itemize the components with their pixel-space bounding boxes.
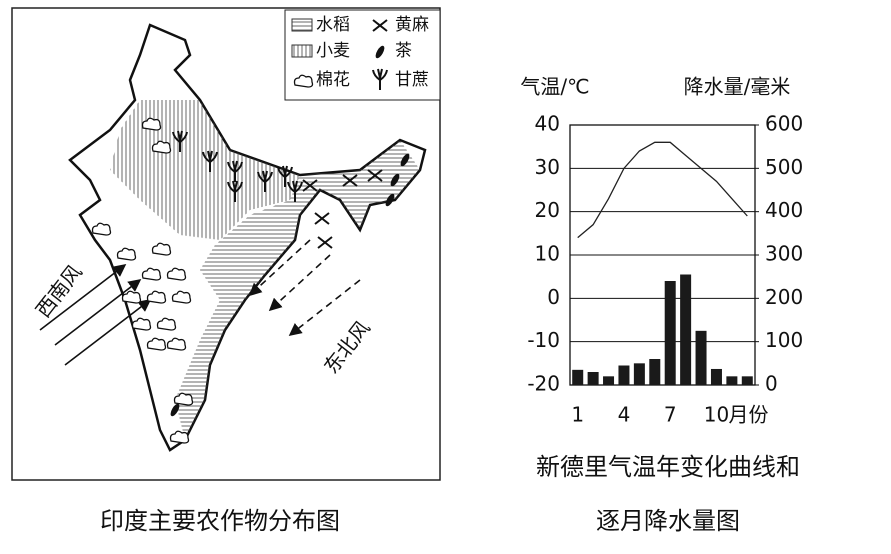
cotton-icon [169, 430, 190, 444]
jute-icon [314, 212, 330, 225]
cotton-icon [141, 267, 162, 281]
rice-area [175, 140, 420, 440]
y-tick-label: 10 [535, 242, 560, 266]
x-tick-label: 10 [704, 403, 729, 427]
wind-label: 西南风 [31, 260, 87, 322]
precipitation-bar [603, 376, 615, 385]
cotton-icon [141, 117, 162, 131]
tea-icon [400, 153, 410, 167]
tea-icon [375, 45, 385, 59]
y2-tick-label: 100 [765, 328, 803, 352]
cotton-icon [156, 317, 177, 331]
jute-icon [317, 236, 333, 249]
x-tick-label: 4 [618, 403, 631, 427]
ne-wind-arrow [268, 254, 331, 312]
sugarcane-icon [227, 160, 243, 182]
legend-label: 棉花 [316, 70, 350, 90]
cotton-icon [151, 140, 172, 154]
cotton-icon [171, 290, 192, 304]
legend-label: 甘蔗 [395, 70, 429, 90]
y2-tick-label: 300 [765, 242, 803, 266]
map-caption: 印度主要农作物分布图 [100, 507, 340, 535]
cotton-icon [166, 267, 187, 281]
sugarcane-icon [227, 180, 243, 202]
jute-icon [367, 169, 383, 182]
ne-wind-arrow [248, 239, 311, 297]
y2-tick-label: 600 [765, 112, 803, 136]
cotton-icon [173, 392, 194, 406]
precipitation-bar [741, 376, 753, 385]
legend-label: 水稻 [316, 15, 350, 35]
cotton-icon [116, 247, 137, 261]
chart-title: 逐月降水量图 [596, 507, 740, 535]
cotton-icon [131, 317, 152, 331]
legend-swatch [291, 44, 313, 58]
map: 水稻 黄麻 小麦 茶 棉花 甘蔗 西南风 东北风 印度主要农作物分布图 [11, 7, 441, 535]
y-axis-title: 气温/℃ [520, 75, 589, 99]
cotton-icon [151, 242, 172, 256]
legend-label: 黄麻 [395, 15, 429, 35]
sugarcane-icon [172, 130, 188, 152]
legend-swatch [291, 18, 313, 32]
precipitation-bar [664, 281, 676, 385]
sw-wind-arrow [39, 264, 127, 331]
precipitation-bar [633, 363, 645, 385]
y2-tick-label: 400 [765, 198, 803, 222]
y2-tick-label: 200 [765, 285, 803, 309]
sugarcane-icon [202, 150, 218, 172]
precipitation-bar [572, 369, 584, 385]
tea-icon [170, 403, 180, 417]
ne-wind-arrow [288, 279, 361, 336]
x-tick-label: 7 [664, 403, 677, 427]
precipitation-bar [695, 330, 707, 385]
y-tick-label: 30 [535, 155, 560, 179]
cotton-icon [91, 222, 112, 236]
jute-icon [372, 19, 388, 32]
precipitation-bar [710, 368, 722, 385]
tea-icon [385, 193, 395, 207]
jute-icon [302, 179, 318, 192]
sugarcane-icon [257, 170, 273, 192]
x-tick-label: 1 [571, 403, 584, 427]
sw-wind-arrow [64, 299, 152, 366]
sugarcane-icon [287, 180, 303, 202]
precipitation-bar [649, 359, 661, 385]
temperature-line [577, 141, 748, 239]
cotton-icon [293, 74, 314, 88]
precipitation-bar [618, 365, 630, 385]
y-tick-label: -20 [527, 372, 560, 396]
tea-icon [390, 173, 400, 187]
y2-axis-title: 降水量/毫米 [684, 75, 791, 99]
precipitation-bar [726, 376, 738, 385]
jute-icon [342, 174, 358, 187]
y-tick-label: 20 [535, 198, 560, 222]
chart-title: 新德里气温年变化曲线和 [536, 453, 800, 481]
sugarcane-icon [372, 68, 388, 90]
cotton-icon [146, 290, 167, 304]
y-tick-label: -10 [527, 328, 560, 352]
map-frame [11, 7, 441, 481]
precipitation-bar [680, 274, 692, 385]
cotton-icon [121, 290, 142, 304]
x-axis-title: 月份 [728, 403, 768, 427]
legend-label: 茶 [395, 41, 412, 61]
sw-wind-arrow [54, 279, 142, 346]
wheat-area [110, 100, 300, 240]
legend-label: 小麦 [316, 41, 350, 61]
y2-tick-label: 500 [765, 155, 803, 179]
cotton-icon [146, 337, 167, 351]
precipitation-bar [587, 372, 599, 385]
cotton-icon [166, 337, 187, 351]
y2-tick-label: 0 [765, 372, 778, 396]
sugarcane-icon [277, 165, 293, 187]
y-tick-label: 0 [547, 285, 560, 309]
y-tick-label: 40 [535, 112, 560, 136]
wind-label: 东北风 [319, 316, 375, 378]
